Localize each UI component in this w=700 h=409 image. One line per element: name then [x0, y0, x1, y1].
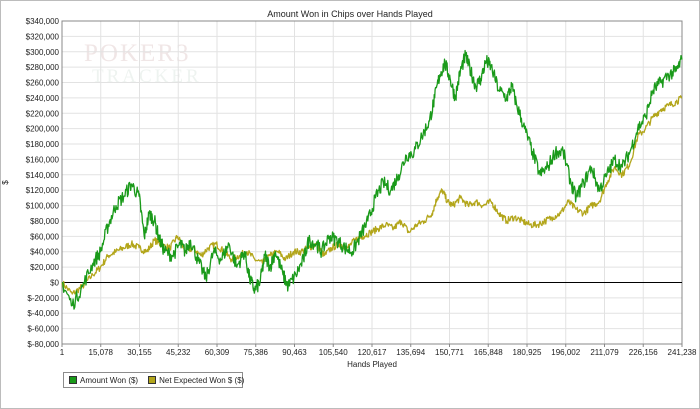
- poker-tracker-watermark: POKER3 TRACKER: [84, 40, 202, 87]
- watermark-line2: TRACKER: [92, 66, 202, 87]
- y-tick-label: $320,000: [26, 32, 60, 41]
- x-axis-ticks: 1 15,078 30,155 45,232 60,309 75,386 90,463 105…: [60, 344, 697, 357]
- y-tick-label: $300,000: [26, 48, 60, 57]
- legend-swatch-net-expected: [148, 376, 157, 384]
- y-tick-label: $60,000: [30, 232, 59, 241]
- x-tick-label: 120,617: [358, 348, 387, 357]
- y-tick-label: $-80,000: [27, 340, 59, 349]
- x-tick-label: 105,540: [319, 348, 348, 357]
- x-tick-label: 30,155: [127, 348, 152, 357]
- x-tick-label: 135,694: [396, 348, 425, 357]
- y-tick-label: $120,000: [26, 186, 60, 195]
- y-tick-label: $100,000: [26, 202, 60, 211]
- x-tick-label: 196,002: [551, 348, 580, 357]
- y-tick-label: $20,000: [30, 263, 59, 272]
- y-tick-label: $340,000: [26, 17, 60, 26]
- legend-label-net-expected: Net Expected Won $ ($): [159, 375, 245, 385]
- y-tick-label: $-40,000: [27, 309, 59, 318]
- watermark-line1: POKER3: [84, 40, 190, 67]
- y-tick-label: $280,000: [26, 63, 60, 72]
- chart-legend: Amount Won ($) Net Expected Won $ ($): [63, 372, 244, 388]
- x-tick-label: 15,078: [89, 348, 114, 357]
- y-tick-label: $200,000: [26, 125, 60, 134]
- y-tick-label: $260,000: [26, 79, 60, 88]
- series-net-expected-line: [61, 95, 683, 295]
- x-tick-label: 60,309: [205, 348, 230, 357]
- x-tick-label: 180,925: [513, 348, 542, 357]
- x-axis-label: Hands Played: [347, 360, 397, 369]
- x-tick-label: 45,232: [166, 348, 191, 357]
- x-tick-label: 90,463: [282, 348, 307, 357]
- y-tick-label: $140,000: [26, 171, 60, 180]
- grid: [61, 20, 683, 345]
- y-axis-ticks: $-80,000 $-60,000 $-40,000 $-20,000 $0 $20,00…: [26, 17, 60, 349]
- y-tick-label: $240,000: [26, 94, 60, 103]
- legend-item-amount-won: Amount Won ($): [69, 376, 138, 385]
- legend-item-net-expected: Net Expected Won $ ($): [148, 376, 244, 385]
- y-tick-label: $0: [50, 278, 59, 287]
- x-tick-label: 241,238: [668, 348, 697, 357]
- x-tick-label: 226,156: [629, 348, 658, 357]
- series-layer: [61, 49, 683, 310]
- x-tick-label: 211,079: [590, 348, 619, 357]
- y-axis-label: $: [1, 180, 10, 185]
- legend-label-amount-won: Amount Won ($): [80, 375, 139, 385]
- y-tick-label: $-20,000: [27, 294, 59, 303]
- y-tick-label: $180,000: [26, 140, 60, 149]
- series-amount-won-line: [61, 49, 683, 310]
- y-tick-label: $-60,000: [27, 325, 59, 334]
- y-tick-label: $40,000: [30, 248, 59, 257]
- y-tick-label: $220,000: [26, 109, 60, 118]
- x-tick-label: 165,848: [474, 348, 503, 357]
- x-tick-label: 150,771: [435, 348, 464, 357]
- chart-title: Amount Won in Chips over Hands Played: [267, 9, 433, 19]
- legend-swatch-amount-won: [69, 376, 77, 384]
- x-tick-label: 1: [60, 348, 65, 357]
- y-tick-label: $80,000: [30, 217, 59, 226]
- x-tick-label: 75,386: [244, 348, 269, 357]
- y-tick-label: $160,000: [26, 155, 60, 164]
